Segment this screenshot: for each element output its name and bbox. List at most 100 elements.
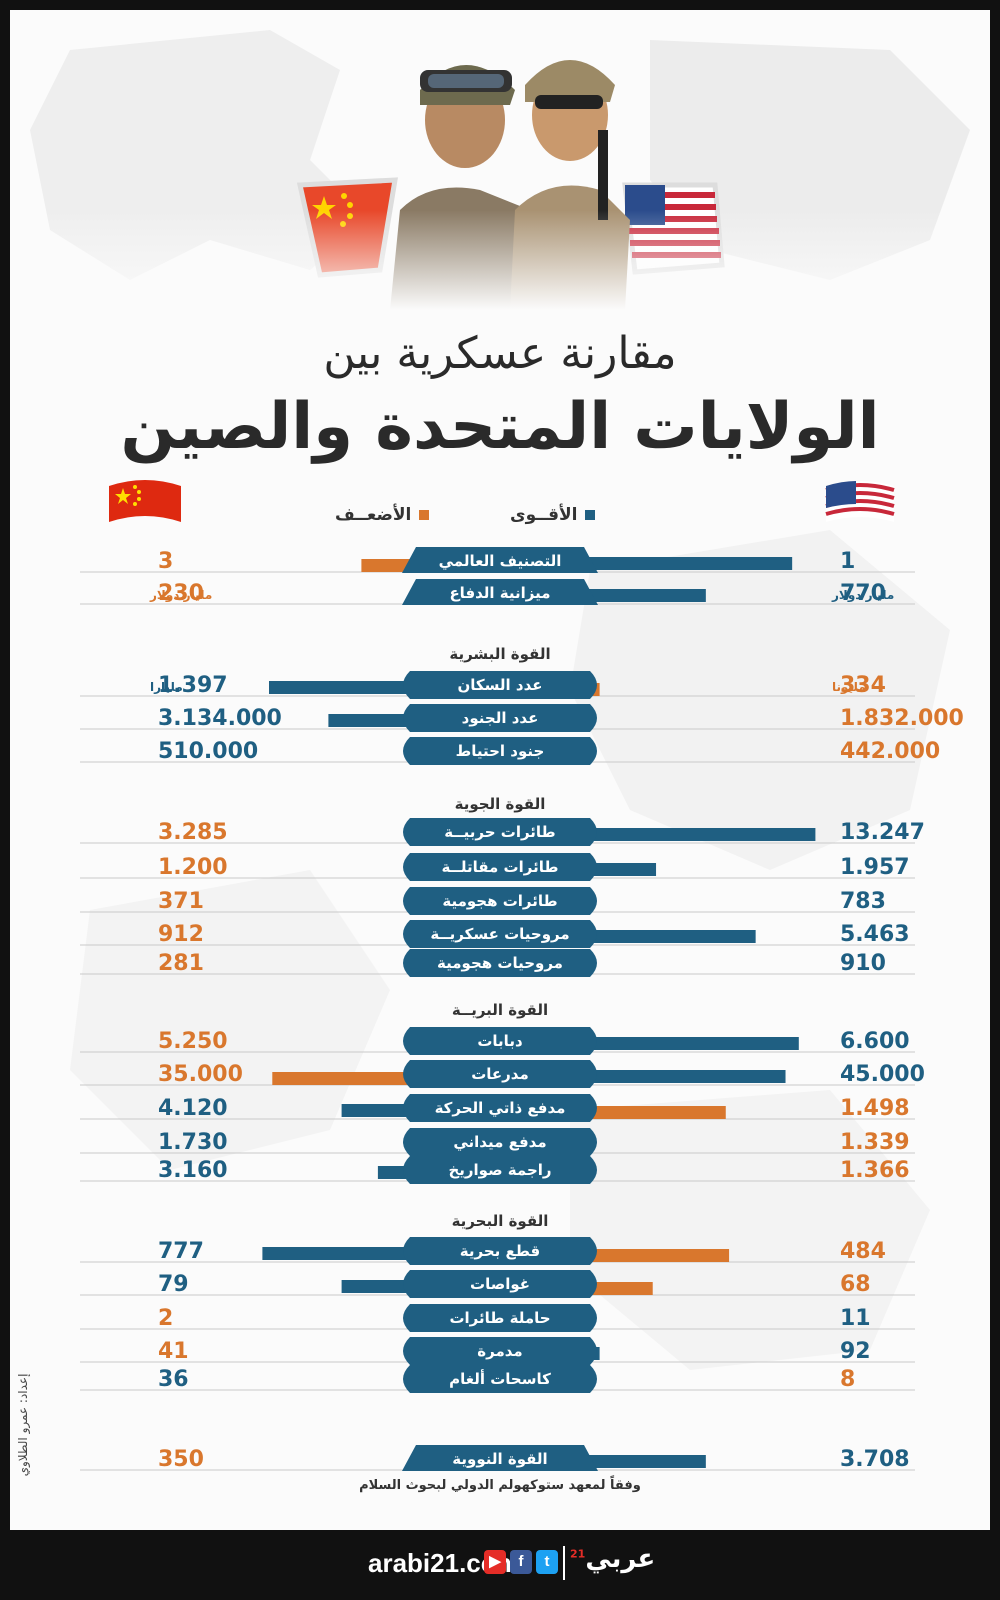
row-label-pill xyxy=(403,1094,597,1122)
title-line-2: الولايات المتحدة والصين xyxy=(120,390,880,464)
row-label-pill xyxy=(403,1365,597,1393)
row-label-pill xyxy=(403,949,597,977)
row-label: مروحيات عسكريــة xyxy=(430,925,569,943)
row-label-pill xyxy=(403,853,597,881)
china-value: 4.120 xyxy=(158,1096,228,1121)
row-label: قطع بحرية xyxy=(460,1242,540,1260)
row-label: مروحيات هجومية xyxy=(437,954,563,972)
row-label: التصنيف العالمي xyxy=(439,552,562,570)
us-value: 1.957 xyxy=(840,855,910,880)
china-flag-icon xyxy=(109,480,181,522)
us-unit: مليار دولار xyxy=(831,588,894,603)
row-label: ميزانية الدفاع xyxy=(449,584,550,602)
us-flag-icon xyxy=(825,481,895,522)
facebook-icon[interactable]: f xyxy=(510,1550,532,1574)
row-label-pill xyxy=(403,737,597,765)
infographic: مقارنة عسكرية بين الولايات المتحدة والصي… xyxy=(10,10,990,1530)
row-label: طائرات هجومية xyxy=(442,892,557,910)
section-title: القوة الجوية xyxy=(455,795,546,813)
row-label: مدرعات xyxy=(471,1065,529,1083)
china-value: 79 xyxy=(158,1272,189,1297)
section-title: القوة البحرية xyxy=(452,1212,549,1230)
us-value: 770 xyxy=(840,581,886,606)
row-label: طائرات مقاتلــة xyxy=(442,858,559,876)
us-value: 8 xyxy=(840,1367,855,1392)
row-label: غواصات xyxy=(470,1275,530,1293)
soldiers-image xyxy=(10,60,990,310)
china-value: 1.397 xyxy=(158,673,228,698)
us-unit: مليونا xyxy=(832,680,866,695)
us-value: 13.247 xyxy=(840,820,925,845)
footer-divider xyxy=(563,1546,565,1580)
row-label: مدفع ذاتي الحركة xyxy=(435,1099,566,1117)
legend-weak-label: الأضعــف xyxy=(335,505,412,525)
china-value: 281 xyxy=(158,951,204,976)
row-label-pill xyxy=(402,579,598,605)
row-label: كاسحات ألغام xyxy=(449,1369,551,1388)
china-value: 3.285 xyxy=(158,820,228,845)
china-value: 1.730 xyxy=(158,1130,228,1155)
row-label: دبابات xyxy=(477,1032,523,1050)
legend-strong-label: الأقــوى xyxy=(510,505,578,525)
us-value: 910 xyxy=(840,951,886,976)
row-label-pill xyxy=(403,920,597,948)
us-value: 783 xyxy=(840,889,886,914)
row-label-pill xyxy=(403,1060,597,1088)
china-value: 350 xyxy=(158,1447,204,1472)
china-unit: مليار دولار xyxy=(149,588,212,603)
designer-credit-text: إعداد: عمرو الطلاوي xyxy=(16,1374,31,1477)
china-value: 36 xyxy=(158,1367,189,1392)
row-label-pill xyxy=(402,547,598,573)
china-value: 3 xyxy=(158,549,173,574)
legend-strong-swatch xyxy=(585,510,596,520)
row-label-pill xyxy=(403,704,597,732)
title-line-1: مقارنة عسكرية بين xyxy=(323,328,677,379)
us-value: 3.708 xyxy=(840,1447,910,1472)
brand-sup: 21 xyxy=(570,1547,586,1561)
brand-name: عربي xyxy=(585,1544,656,1574)
row-label-pill xyxy=(403,818,597,846)
legend-weak: الأضعــف xyxy=(335,505,430,525)
china-value: 1.200 xyxy=(158,855,228,880)
legend-weak-swatch xyxy=(419,510,430,520)
us-value: 1.339 xyxy=(840,1130,910,1155)
row-label: راجمة صواريخ xyxy=(448,1161,551,1179)
row-label-pill xyxy=(403,1304,597,1332)
us-value: 1.498 xyxy=(840,1096,910,1121)
brand-logo: عربي21 xyxy=(570,1544,655,1574)
row-label: مدمرة xyxy=(477,1342,522,1360)
us-value: 442.000 xyxy=(840,739,940,764)
legend-strong: الأقــوى xyxy=(510,505,596,525)
china-value: 2 xyxy=(158,1306,173,1331)
us-value: 11 xyxy=(840,1306,871,1331)
row-label: جنود احتياط xyxy=(456,742,545,760)
china-unit: مليارا xyxy=(150,680,183,694)
china-value: 3.160 xyxy=(158,1158,228,1183)
row-label-pill xyxy=(403,1237,597,1265)
row-label: مدفع ميداني xyxy=(453,1133,546,1151)
china-value: 5.250 xyxy=(158,1029,228,1054)
us-value: 92 xyxy=(840,1339,871,1364)
row-label-pill xyxy=(403,1156,597,1184)
china-value: 912 xyxy=(158,922,204,947)
section-title: القوة البشرية xyxy=(449,645,550,663)
china-value: 230 xyxy=(158,581,204,606)
china-value: 41 xyxy=(158,1339,189,1364)
china-value: 510.000 xyxy=(158,739,258,764)
youtube-icon[interactable]: ▶ xyxy=(484,1550,506,1574)
row-label: القوة النووية xyxy=(452,1450,547,1468)
row-label: حاملة طائرات xyxy=(449,1309,550,1327)
row-label: عدد السكان xyxy=(457,676,542,694)
source-note: وفقاً لمعهد ستوكهولم الدولي لبحوث السلام xyxy=(359,1478,641,1493)
section-title: القوة البريــة xyxy=(452,1001,548,1019)
twitter-icon[interactable]: t xyxy=(536,1550,558,1574)
designer-credit: إعداد: عمرو الطلاوي xyxy=(16,1374,31,1477)
row-label-pill xyxy=(403,1128,597,1156)
us-value: 484 xyxy=(840,1239,886,1264)
row-label-pill xyxy=(403,1337,597,1365)
china-value: 3.134.000 xyxy=(158,706,282,731)
row-label-pill xyxy=(403,887,597,915)
us-value: 1.832.000 xyxy=(840,706,964,731)
us-value: 68 xyxy=(840,1272,871,1297)
